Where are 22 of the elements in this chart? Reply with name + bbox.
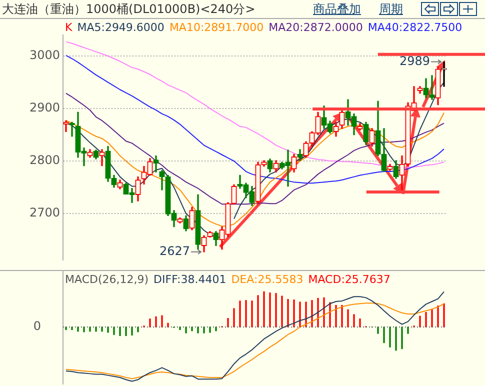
chart-title: 大连油（重油）1000桶(DL01000B)<240分> [2,0,256,18]
y-tick-label: 3000 [29,48,60,62]
text: 商品叠加 [313,0,361,18]
y-tick-label: 2800 [29,153,60,168]
chart-title: MACD(26,12,9) [65,273,149,286]
candlestick [69,122,75,137]
text: 周期 [379,0,403,18]
candlestick [153,155,159,172]
y-tick-label: 2900 [29,100,60,115]
annotation: 2989 [399,54,430,68]
text: DIFF:38.4401 [154,273,226,286]
text: MA10:2891.7000 [169,21,264,34]
text: K [65,21,72,34]
text: MA5:2949.6000 [77,21,164,34]
text: DEA:25.5583 [231,273,304,286]
annotation: 2627 [159,244,190,258]
y-tick-label: 2700 [29,206,60,220]
candlestick [99,149,105,166]
series-label: MACD:25.7637 [308,273,390,286]
text: MA20:2872.0000 [268,21,363,34]
ref-line-label: 0 [33,319,41,334]
text: MA40:2822.7500 [368,21,462,34]
